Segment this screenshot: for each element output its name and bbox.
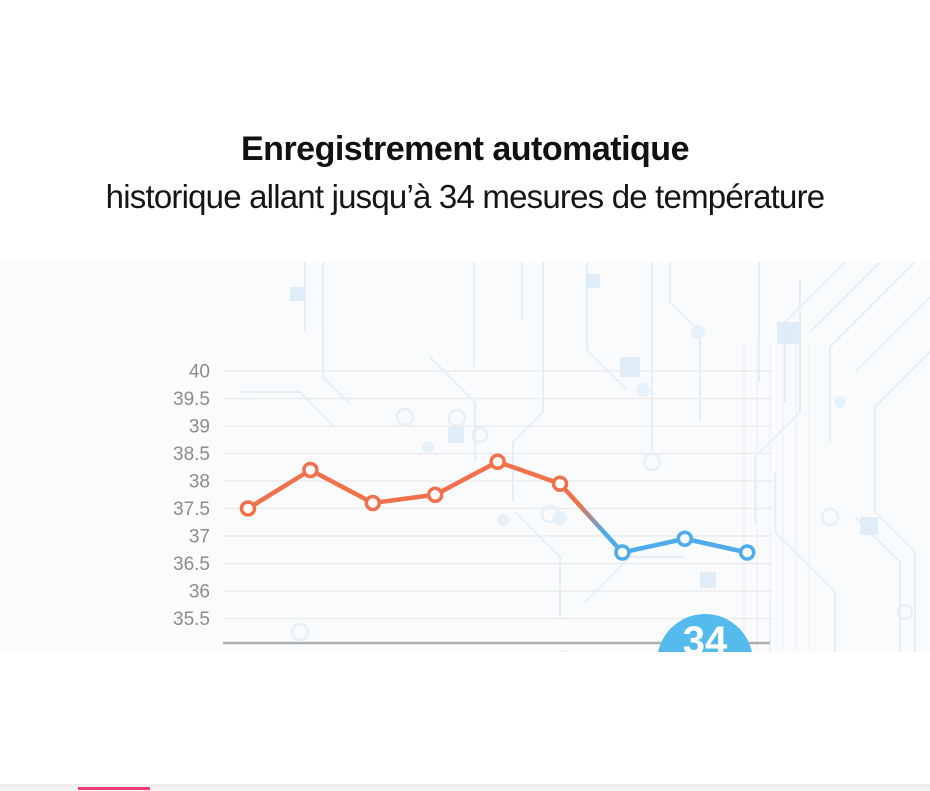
temperature-line-chart: 40 39.5 39 38.5 38 37.5 37 36.5 36 35.5 — [173, 362, 772, 645]
data-count-badge: 34 DATA — [657, 614, 753, 652]
svg-text:35.5: 35.5 — [173, 609, 210, 630]
data-point-marker — [489, 453, 506, 470]
badge-count: 34 — [682, 619, 728, 652]
svg-text:36: 36 — [189, 582, 210, 603]
svg-text:38: 38 — [189, 472, 210, 493]
circuit-pattern-decoration — [240, 262, 930, 652]
y-axis-labels: 40 39.5 39 38.5 38 37.5 37 36.5 36 35.5 — [173, 362, 210, 631]
page-subtitle: historique allant jusqu’à 34 mesures de … — [105, 178, 825, 215]
bottom-strip — [0, 784, 930, 791]
data-point-marker — [614, 544, 631, 561]
svg-text:37.5: 37.5 — [173, 499, 210, 520]
header: Enregistrement automatique historique al… — [0, 130, 930, 216]
svg-text:39.5: 39.5 — [173, 389, 210, 410]
data-point-marker — [551, 475, 569, 492]
svg-text:39: 39 — [189, 417, 210, 438]
data-point-markers — [239, 453, 756, 561]
data-point-marker — [738, 544, 756, 561]
svg-text:37: 37 — [189, 527, 210, 548]
page-title: Enregistrement automatique — [241, 130, 689, 168]
pink-indicator-bar — [78, 787, 150, 790]
svg-text:36.5: 36.5 — [173, 554, 210, 575]
svg-text:40: 40 — [189, 362, 210, 383]
data-point-marker — [676, 530, 694, 547]
y-gridlines — [224, 370, 772, 620]
transition-segment — [558, 482, 625, 555]
chart-panel: 40 39.5 39 38.5 38 37.5 37 36.5 36 35.5 34 DATA — [0, 262, 930, 652]
data-point-marker — [302, 461, 319, 479]
data-point-marker — [364, 494, 382, 512]
series-line-older — [246, 459, 561, 511]
svg-text:38.5: 38.5 — [173, 444, 210, 465]
data-point-marker — [426, 486, 444, 503]
data-point-marker — [239, 500, 257, 517]
series-line-recent — [621, 536, 748, 555]
